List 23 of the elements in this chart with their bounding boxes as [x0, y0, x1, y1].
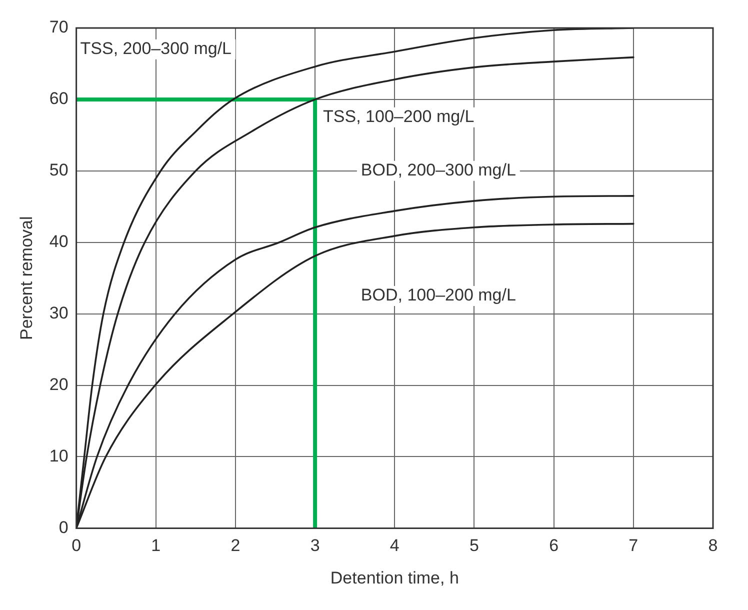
y-tick-label: 60: [49, 89, 68, 108]
series-label: TSS, 100–200 mg/L: [323, 107, 474, 126]
y-tick-label: 10: [49, 446, 68, 466]
y-tick-label: 40: [49, 232, 68, 252]
y-tick-label: 0: [58, 518, 68, 537]
x-tick-label: 2: [230, 536, 240, 556]
y-axis-title: Percent removal: [16, 216, 36, 340]
x-tick-label: 8: [708, 536, 718, 556]
text: BOD, 100–200 mg/L: [360, 286, 516, 305]
x-tick-label: 7: [628, 536, 638, 556]
y-tick-label: 50: [49, 160, 68, 180]
text: TSS, 200–300 mg/L: [80, 39, 232, 58]
x-tick-label: 1: [151, 536, 161, 556]
x-tick-label: 6: [549, 536, 559, 556]
x-tick-label: 0: [72, 536, 82, 556]
y-tick-label: 30: [49, 304, 68, 323]
y-tick-label: 20: [49, 374, 68, 394]
x-tick-label: 3: [310, 536, 320, 556]
y-tick-label: 70: [49, 18, 68, 37]
series-label: BOD, 200–300 mg/L: [360, 160, 516, 180]
x-tick-label: 5: [470, 536, 479, 556]
x-tick-label: 4: [390, 536, 400, 556]
x-axis-title: Detention time, h: [330, 568, 459, 588]
